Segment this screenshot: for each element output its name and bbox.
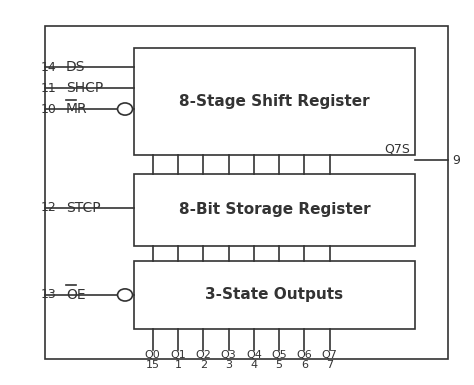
Text: 14: 14	[41, 61, 57, 74]
Text: 1: 1	[174, 360, 182, 370]
Text: Q1: Q1	[170, 350, 186, 360]
Text: 7: 7	[326, 360, 333, 370]
Text: Q7S: Q7S	[384, 143, 410, 156]
Text: 3-State Outputs: 3-State Outputs	[205, 288, 344, 303]
Bar	[45, 25, 448, 360]
Text: 8-Bit Storage Register: 8-Bit Storage Register	[179, 202, 370, 217]
Bar	[134, 261, 415, 329]
Text: Q2: Q2	[195, 350, 211, 360]
Text: 10: 10	[41, 102, 57, 116]
Text: Q7: Q7	[322, 350, 337, 360]
Text: STCP: STCP	[66, 201, 100, 215]
Text: Q6: Q6	[297, 350, 312, 360]
Text: Q5: Q5	[271, 350, 287, 360]
Text: DS: DS	[66, 60, 85, 74]
Circle shape	[118, 289, 133, 301]
Text: 4: 4	[250, 360, 257, 370]
Text: Q4: Q4	[246, 350, 262, 360]
Text: MR: MR	[66, 102, 88, 116]
Text: 11: 11	[41, 82, 57, 95]
Text: 6: 6	[301, 360, 308, 370]
Text: 15: 15	[146, 360, 160, 370]
Text: 13: 13	[41, 288, 57, 301]
Bar	[134, 48, 415, 154]
Text: 2: 2	[200, 360, 207, 370]
Text: SHCP: SHCP	[66, 81, 103, 95]
Bar	[134, 174, 415, 246]
Text: 12: 12	[41, 201, 57, 214]
Text: 5: 5	[276, 360, 283, 370]
Text: Q0: Q0	[145, 350, 161, 360]
Text: Q3: Q3	[221, 350, 237, 360]
Text: 9: 9	[453, 154, 460, 167]
Circle shape	[118, 103, 133, 115]
Text: OE: OE	[66, 288, 86, 302]
Text: 3: 3	[225, 360, 232, 370]
Text: 8-Stage Shift Register: 8-Stage Shift Register	[179, 94, 370, 109]
